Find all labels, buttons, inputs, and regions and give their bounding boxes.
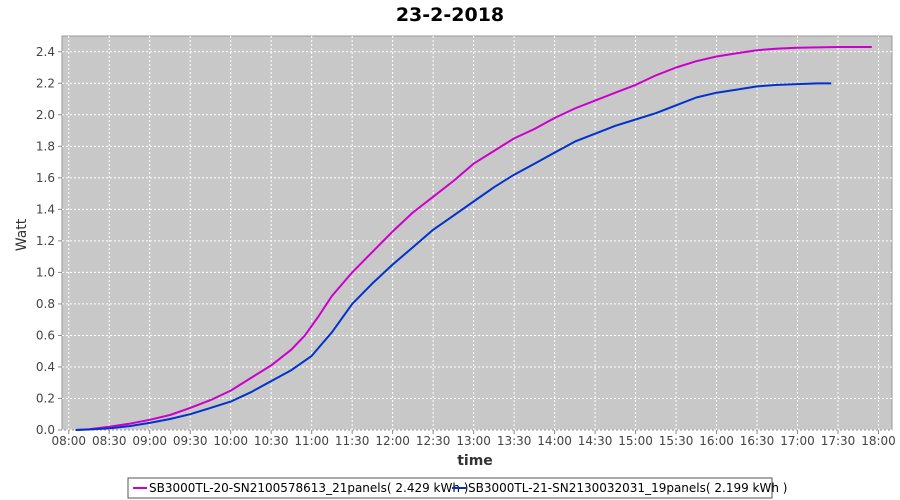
x-tick-label: 08:30 [92,434,127,448]
x-tick-label: 09:30 [173,434,208,448]
x-tick-label: 11:00 [294,434,329,448]
legend-label-2: SB3000TL-21-SN2130032031_19panels( 2.199… [468,481,787,495]
y-tick-label: 0.2 [36,391,55,405]
grid-lines [62,36,892,431]
legend-box [127,477,773,499]
x-tick-label: 08:00 [51,434,86,448]
x-tick-label: 12:00 [375,434,410,448]
y-axis: 0.0 0.2 0.4 0.6 0.8 1.0 1.2 1.4 1.6 1.8 2.0 2.2 2.4 [36,45,62,437]
y-tick-label: 0.6 [36,328,55,342]
series-layer [75,46,872,431]
legend-label-1: SB3000TL-20-SN2100578613_21panels( 2.429… [149,481,468,495]
x-tick-label: 16:00 [699,434,734,448]
y-tick-label: 0.4 [36,360,55,374]
y-axis-label: Watt [14,218,30,251]
x-axis: 08:00 08:30 09:00 09:30 10:00 10:30 11:00 11:30… [51,430,896,448]
x-tick-label: 10:00 [213,434,248,448]
x-tick-label: 16:30 [740,434,775,448]
y-tick-label: 2.2 [36,76,55,90]
x-tick-label: 13:30 [497,434,532,448]
plot-area [61,35,893,431]
x-tick-label: 11:30 [335,434,370,448]
x-tick-label: 14:00 [537,434,572,448]
y-tick-label: 2.4 [36,45,55,59]
x-tick-label: 17:30 [821,434,856,448]
x-tick-label: 12:30 [416,434,451,448]
y-tick-label: 1.6 [36,171,55,185]
x-tick-label: 14:30 [578,434,613,448]
y-tick-label: 0.0 [36,423,55,437]
series-line-2 [75,82,832,431]
x-tick-label: 10:30 [254,434,289,448]
x-tick-label: 13:00 [456,434,491,448]
x-tick-label: 15:30 [659,434,694,448]
y-tick-label: 1.2 [36,234,55,248]
x-tick-label: 17:00 [780,434,815,448]
y-tick-label: 2.0 [36,108,55,122]
x-tick-label: 18:00 [861,434,896,448]
y-tick-label: 1.0 [36,265,55,279]
y-tick-label: 1.8 [36,139,55,153]
legend: SB3000TL-20-SN2100578613_21panels( 2.429… [127,477,787,499]
y-tick-label: 1.4 [36,202,55,216]
series-line-1 [75,46,872,431]
x-tick-label: 09:00 [132,434,167,448]
x-axis-label: time [457,453,493,469]
y-tick-label: 0.8 [36,297,55,311]
x-tick-label: 15:00 [618,434,653,448]
chart-title: 23-2-2018 [396,4,504,26]
